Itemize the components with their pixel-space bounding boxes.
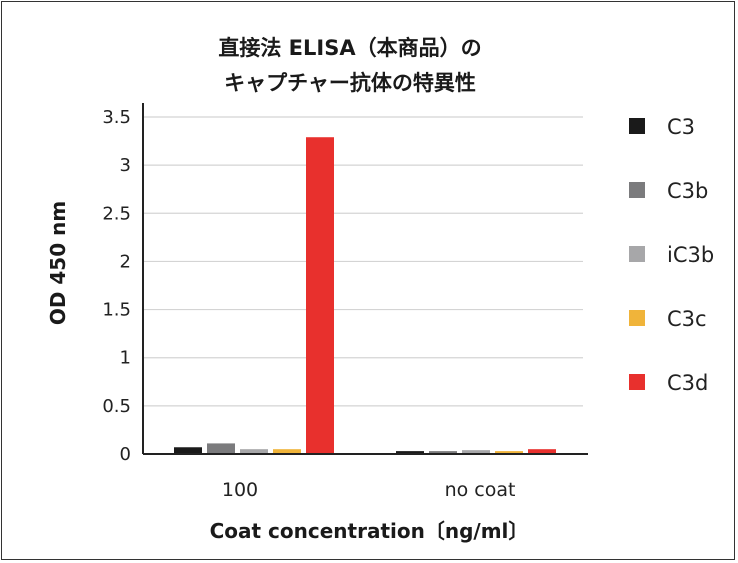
legend-label-c3d: C3d [667, 371, 708, 395]
grid-lines [143, 117, 583, 406]
legend-label-ic3b: iC3b [667, 243, 714, 267]
x-axis-title: Coat concentration〔ng/ml〕 [210, 519, 529, 543]
y-tick-label: 3 [120, 155, 131, 176]
y-tick-label: 0.5 [102, 396, 131, 417]
y-tick-label: 2.5 [102, 203, 131, 224]
legend-label-c3b: C3b [667, 179, 708, 203]
y-tick-labels: 0 0.5 1 1.5 2 2.5 3 3.5 [102, 107, 131, 465]
bar-c3-100 [174, 447, 202, 454]
x-category-labels: 100 no coat [222, 479, 516, 501]
legend-swatch-c3d [629, 374, 645, 390]
legend-label-c3c: C3c [667, 307, 707, 331]
y-axis-title: OD 450 nm [46, 201, 70, 325]
bar-c3d-100 [306, 137, 334, 454]
legend-swatch-ic3b [629, 246, 645, 262]
legend-label-c3: C3 [667, 115, 695, 139]
y-tick-label: 2 [120, 251, 131, 272]
bars [174, 137, 556, 454]
y-tick-label: 1.5 [102, 300, 131, 321]
x-category-label: 100 [222, 479, 258, 501]
legend-swatch-c3b [629, 182, 645, 198]
legend-swatch-c3 [629, 118, 645, 134]
x-category-label: no coat [445, 479, 516, 501]
y-tick-label: 1 [120, 348, 131, 369]
y-tick-label: 3.5 [102, 107, 131, 128]
y-tick-label: 0 [120, 444, 131, 465]
bar-c3b-100 [207, 443, 235, 454]
legend: C3 C3b iC3b C3c C3d [629, 115, 714, 395]
legend-swatch-c3c [629, 310, 645, 326]
